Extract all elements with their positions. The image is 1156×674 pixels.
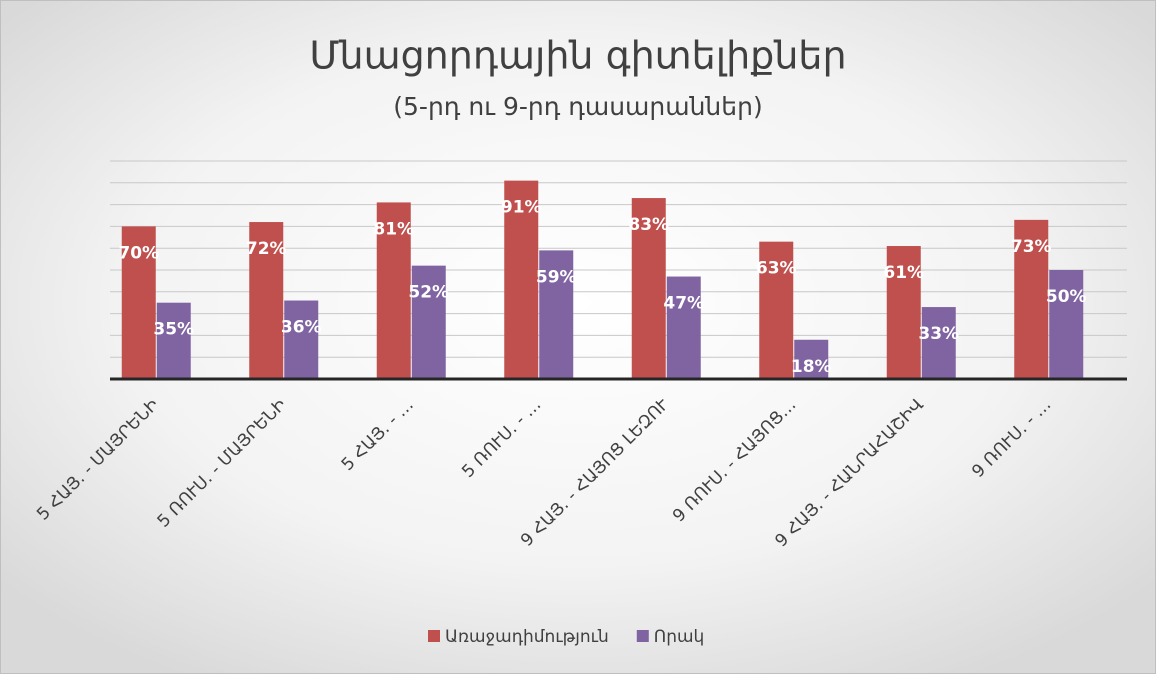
value-label: 73% — [1011, 237, 1052, 257]
bar — [794, 339, 829, 379]
value-label: 83% — [628, 215, 669, 235]
value-label: 91% — [501, 198, 542, 218]
value-label: 59% — [536, 267, 577, 287]
value-label: 18% — [791, 357, 832, 377]
chart-subtitle: (5-րդ ու 9-րդ դասարաններ) — [393, 92, 762, 121]
bar — [249, 222, 284, 379]
bar — [504, 180, 539, 379]
value-label: 81% — [373, 219, 414, 239]
value-label: 35% — [153, 320, 194, 340]
bar — [759, 241, 794, 379]
bar — [156, 302, 191, 379]
value-label: 61% — [883, 263, 924, 283]
bar — [631, 198, 666, 379]
value-label: 70% — [118, 243, 159, 263]
bar — [121, 226, 156, 379]
bar — [921, 307, 956, 379]
bar — [886, 246, 921, 379]
value-label: 63% — [756, 259, 797, 279]
value-label: 33% — [918, 324, 959, 344]
legend-swatch — [428, 630, 440, 642]
legend-swatch — [636, 630, 649, 642]
bar — [1014, 219, 1049, 379]
value-label: 36% — [281, 318, 322, 338]
value-label: 50% — [1046, 287, 1087, 307]
legend-label: Որակ — [654, 627, 705, 647]
value-label: 52% — [408, 283, 449, 303]
bar — [539, 250, 574, 379]
bar — [284, 300, 319, 379]
value-label: 47% — [663, 294, 704, 314]
bar — [666, 276, 701, 379]
bar — [411, 265, 446, 379]
bar — [1049, 270, 1084, 379]
legend-label: Առաջադիմություն — [445, 627, 609, 647]
bar — [376, 202, 411, 379]
chart-title: Մնացորդային գիտելիքներ — [309, 34, 846, 78]
value-label: 72% — [246, 239, 287, 259]
